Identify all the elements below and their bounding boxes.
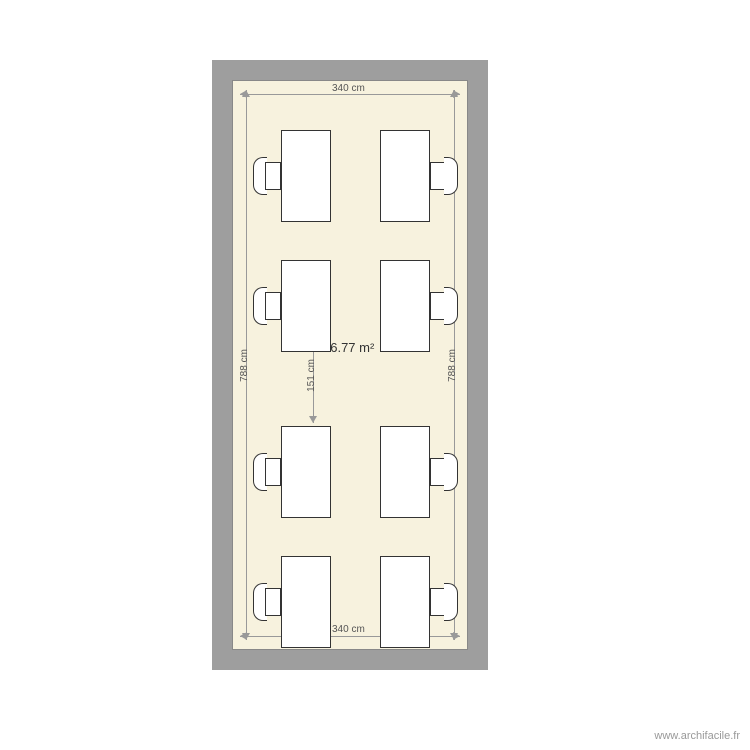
dim-label-bottom: 340 cm [332,624,365,635]
dim-line-top [240,94,460,95]
dim-arrow [309,416,317,423]
desk [380,260,430,352]
chair-icon [253,583,281,621]
chair-icon [430,287,458,325]
chair-icon [430,583,458,621]
desk [380,556,430,648]
dim-label-left: 788 cm [239,349,250,382]
desk [380,426,430,518]
chair-icon [253,287,281,325]
chair-icon [430,453,458,491]
chair-icon [253,157,281,195]
chair-icon [253,453,281,491]
dim-label-gap: 151 cm [306,359,317,392]
watermark-text: www.archifacile.fr [654,730,740,742]
dim-arrow [450,90,458,97]
dim-arrow [242,633,250,640]
dim-arrow [242,90,250,97]
dim-arrow [450,633,458,640]
desk [380,130,430,222]
dim-label-right: 788 cm [447,349,458,382]
chair-icon [430,157,458,195]
desk [281,130,331,222]
desk [281,426,331,518]
dim-label-top: 340 cm [332,83,365,94]
desk [281,556,331,648]
desk [281,260,331,352]
